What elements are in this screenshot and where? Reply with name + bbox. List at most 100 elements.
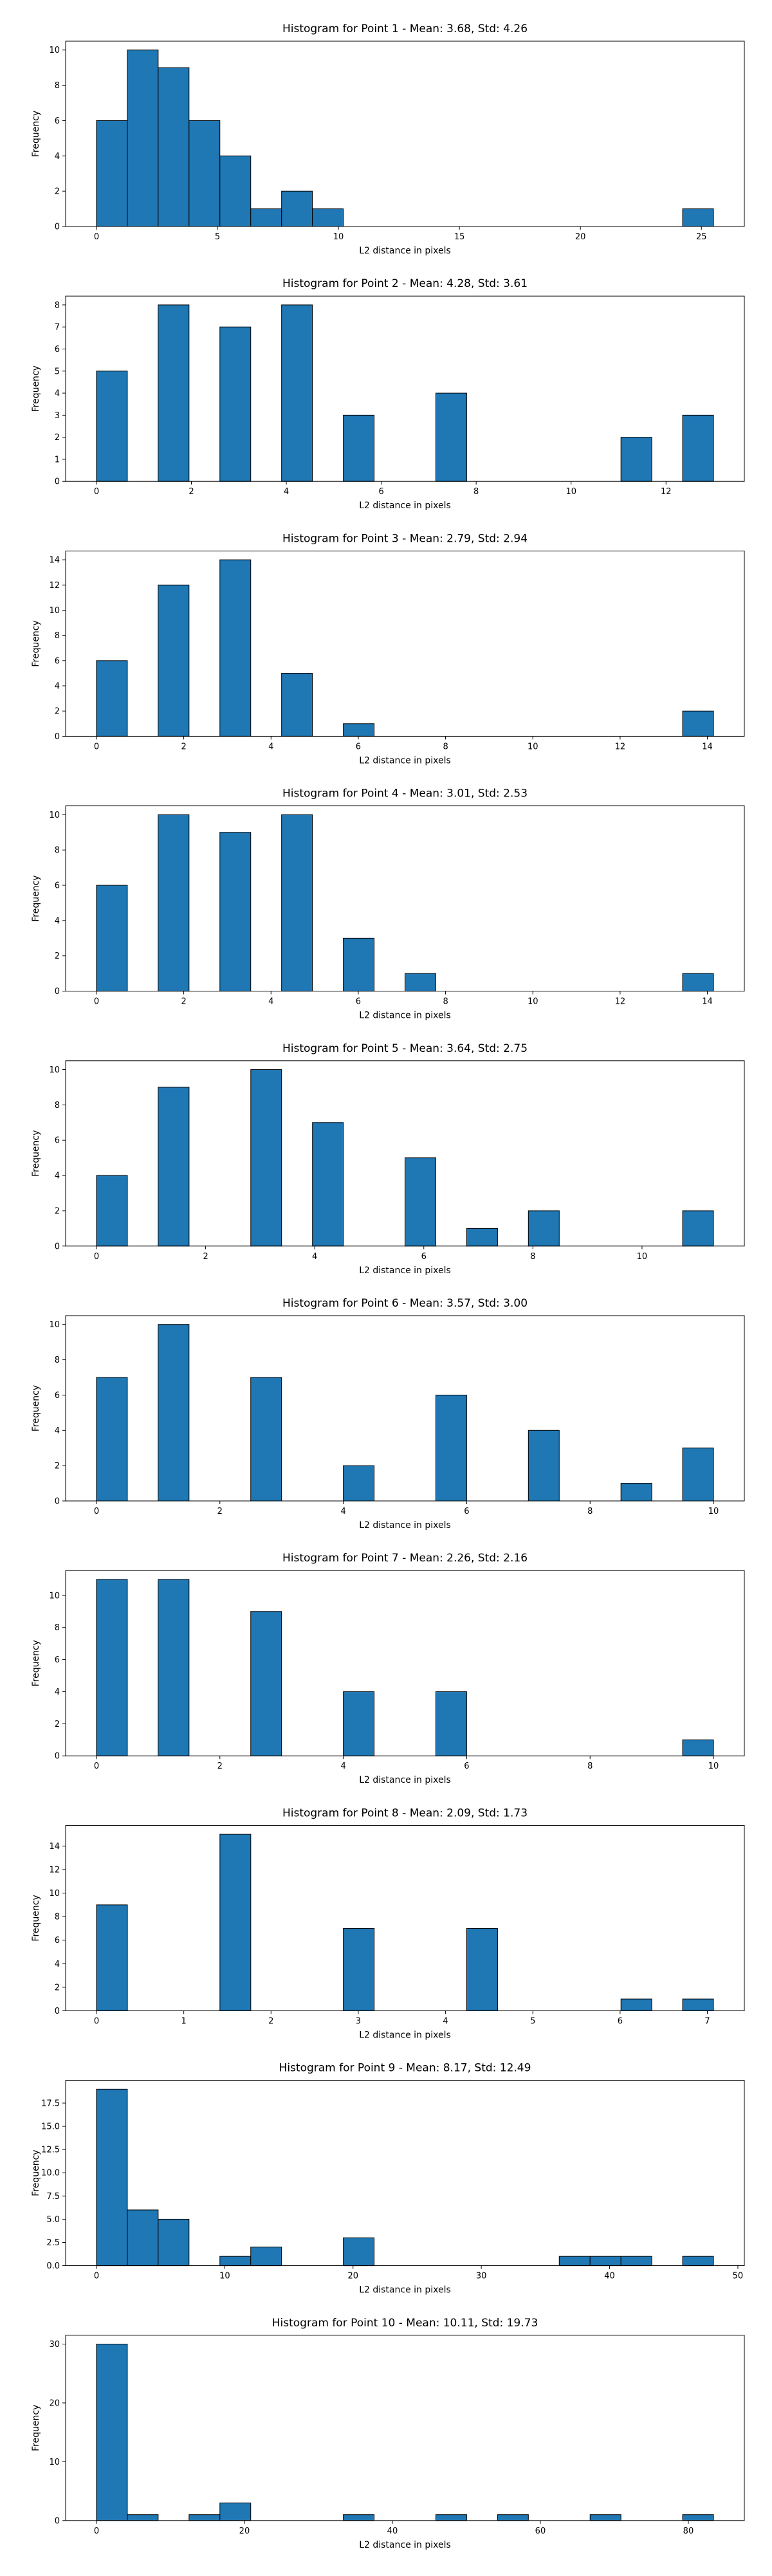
x-tick-label: 0 bbox=[94, 997, 99, 1007]
x-tick-label: 50 bbox=[733, 2272, 744, 2281]
x-tick-label: 6 bbox=[378, 487, 383, 497]
bar bbox=[96, 2344, 128, 2521]
x-tick-label: 8 bbox=[443, 742, 448, 751]
y-axis-label: Frequency bbox=[31, 1130, 41, 1177]
x-tick-label: 40 bbox=[604, 2272, 615, 2281]
x-tick-label: 0 bbox=[94, 742, 99, 751]
chart-title: Histogram for Point 7 - Mean: 2.26, Std:… bbox=[282, 1552, 528, 1565]
chart: Histogram for Point 4 - Mean: 3.01, Std:… bbox=[31, 787, 745, 1021]
y-tick-label: 8 bbox=[55, 1623, 60, 1633]
x-tick-label: 12 bbox=[615, 742, 626, 751]
chart-title: Histogram for Point 1 - Mean: 3.68, Std:… bbox=[282, 23, 528, 35]
bar bbox=[127, 2209, 159, 2267]
x-tick-label: 2 bbox=[188, 487, 194, 497]
x-tick-label: 5 bbox=[530, 2016, 535, 2026]
y-tick-label: 8 bbox=[55, 631, 60, 641]
x-tick-label: 6 bbox=[421, 1252, 427, 1262]
bar bbox=[343, 1927, 375, 2011]
bar bbox=[343, 2514, 375, 2521]
x-tick-label: 10 bbox=[528, 997, 538, 1007]
y-tick-label: 7.5 bbox=[46, 2192, 60, 2202]
bar bbox=[250, 1069, 282, 1247]
x-tick-label: 2 bbox=[217, 1507, 223, 1516]
x-tick-label: 6 bbox=[356, 742, 361, 751]
axes-frame bbox=[65, 805, 745, 992]
y-tick-label: 6 bbox=[55, 1136, 60, 1146]
axes-frame bbox=[65, 1315, 745, 1502]
x-tick-label: 2 bbox=[181, 742, 186, 751]
x-tick-label: 14 bbox=[702, 742, 713, 751]
bar bbox=[312, 208, 344, 227]
axes-frame bbox=[65, 1825, 745, 2011]
y-tick-label: 6 bbox=[55, 1391, 60, 1401]
bar bbox=[96, 885, 128, 992]
bar bbox=[405, 973, 436, 992]
bar bbox=[281, 814, 313, 992]
bar bbox=[250, 1611, 282, 1756]
y-tick-label: 8 bbox=[55, 81, 60, 91]
y-tick-label: 12 bbox=[49, 1865, 60, 1875]
bar bbox=[682, 414, 714, 482]
axes-frame bbox=[65, 550, 745, 737]
bar bbox=[682, 710, 714, 737]
bar bbox=[127, 50, 159, 227]
chart-title: Histogram for Point 2 - Mean: 4.28, Std:… bbox=[282, 277, 528, 290]
y-tick-label: 2 bbox=[55, 707, 60, 717]
bar bbox=[682, 2514, 714, 2521]
x-axis-label: L2 distance in pixels bbox=[359, 2285, 451, 2295]
y-tick-label: 4 bbox=[55, 682, 60, 692]
bar bbox=[682, 973, 714, 992]
axes-frame bbox=[65, 1570, 745, 1756]
x-tick-label: 0 bbox=[94, 1252, 99, 1262]
x-tick-label: 10 bbox=[637, 1252, 648, 1262]
y-tick-label: 8 bbox=[55, 1356, 60, 1365]
y-tick-label: 14 bbox=[49, 1842, 60, 1852]
bar bbox=[219, 832, 252, 992]
y-tick-label: 0 bbox=[55, 732, 60, 742]
y-tick-label: 6 bbox=[55, 656, 60, 666]
bar bbox=[435, 392, 467, 482]
x-tick-label: 4 bbox=[268, 997, 273, 1007]
bar bbox=[281, 304, 313, 482]
x-axis-label: L2 distance in pixels bbox=[359, 1775, 451, 1785]
x-tick-label: 2 bbox=[181, 997, 186, 1007]
bar bbox=[127, 2514, 159, 2521]
y-tick-label: 2 bbox=[55, 1720, 60, 1729]
chart-title: Histogram for Point 5 - Mean: 3.64, Std:… bbox=[282, 1042, 528, 1055]
x-tick-label: 10 bbox=[565, 487, 576, 497]
y-tick-label: 2 bbox=[55, 1206, 60, 1216]
x-tick-label: 8 bbox=[530, 1252, 535, 1262]
bar bbox=[158, 1324, 190, 1502]
x-tick-label: 0 bbox=[94, 1762, 99, 1771]
x-axis-label: L2 distance in pixels bbox=[359, 501, 451, 511]
bar bbox=[682, 1739, 714, 1756]
y-tick-label: 2 bbox=[55, 433, 60, 443]
bar bbox=[682, 2256, 714, 2267]
bar bbox=[219, 2256, 252, 2267]
bar bbox=[219, 1834, 252, 2011]
y-tick-label: 10 bbox=[49, 606, 60, 616]
x-tick-label: 4 bbox=[284, 487, 289, 497]
bar bbox=[96, 1904, 128, 2011]
x-tick-label: 8 bbox=[473, 487, 479, 497]
bar bbox=[435, 2514, 467, 2521]
x-tick-label: 10 bbox=[333, 232, 344, 242]
y-tick-label: 8 bbox=[55, 300, 60, 310]
y-tick-label: 15.0 bbox=[41, 2122, 60, 2132]
bar bbox=[96, 371, 128, 482]
bar bbox=[158, 2218, 190, 2267]
x-tick-label: 12 bbox=[615, 997, 626, 1007]
x-tick-label: 10 bbox=[528, 742, 538, 751]
chart: Histogram for Point 7 - Mean: 2.26, Std:… bbox=[31, 1552, 745, 1785]
bar bbox=[96, 120, 128, 227]
y-tick-label: 4 bbox=[55, 1426, 60, 1436]
y-tick-label: 12.5 bbox=[41, 2146, 60, 2155]
x-tick-label: 15 bbox=[454, 232, 465, 242]
y-tick-label: 2.5 bbox=[46, 2238, 60, 2248]
y-tick-label: 6 bbox=[55, 1655, 60, 1665]
bar bbox=[343, 723, 375, 737]
x-tick-label: 40 bbox=[387, 2526, 398, 2536]
x-tick-label: 4 bbox=[443, 2016, 448, 2026]
bar bbox=[343, 1465, 375, 1502]
y-axis-label: Frequency bbox=[31, 620, 41, 667]
